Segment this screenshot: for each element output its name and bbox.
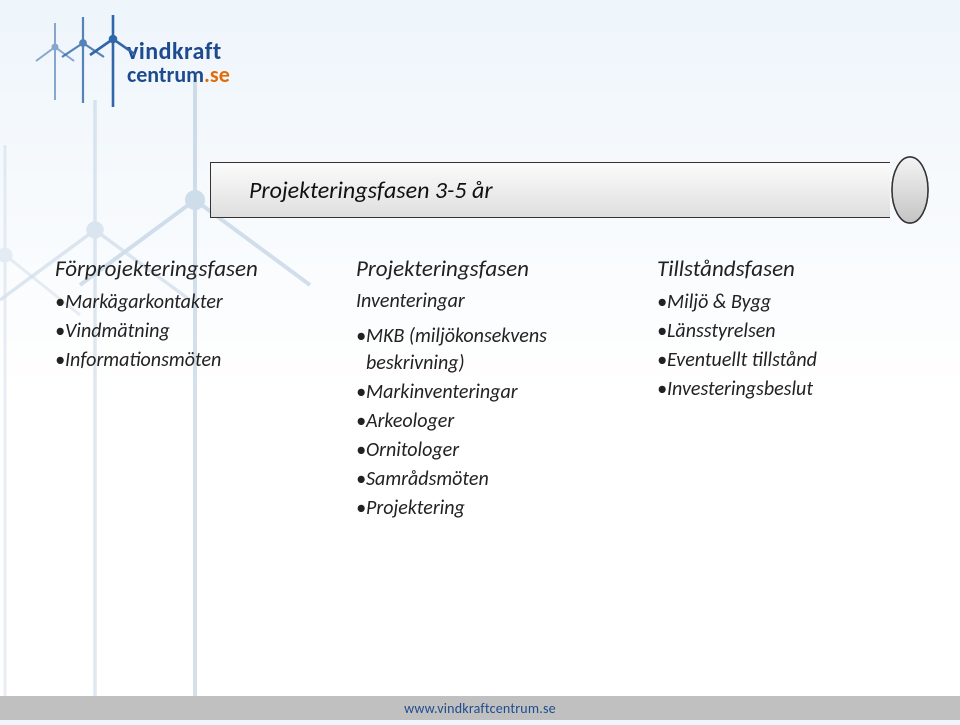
column-left-list: Markägarkontakter Vindmätning Informatio… <box>55 289 313 374</box>
logo-line2b: .se <box>204 61 230 88</box>
list-item: MKB (miljökonsekvens beskrivning) <box>356 323 614 377</box>
phase-bar-cap-icon <box>890 155 930 225</box>
column-mid-list: MKB (miljökonsekvens beskrivning) Markin… <box>356 323 614 522</box>
phase-columns: Förprojekteringsfasen Markägarkontakter … <box>55 255 915 650</box>
logo-wordmark: vindkraft centrum.se <box>127 40 230 86</box>
list-item: Eventuellt tillstånd <box>657 347 915 374</box>
footer-url: www.vindkraftcentrum.se <box>404 700 556 717</box>
logo-line2a: centrum <box>127 61 204 88</box>
phase-bar: Projekteringsfasen 3-5 år <box>210 162 930 218</box>
list-item: Informationsmöten <box>55 347 313 374</box>
phase-bar-body: Projekteringsfasen 3-5 år <box>210 162 890 218</box>
list-item: Vindmätning <box>55 318 313 345</box>
list-item: Arkeologer <box>356 408 614 435</box>
list-item: Samrådsmöten <box>356 466 614 493</box>
phase-bar-label: Projekteringsfasen 3-5 år <box>249 176 493 205</box>
column-mid: Projekteringsfasen Inventeringar MKB (mi… <box>356 255 614 650</box>
column-right-heading: Tillståndsfasen <box>657 255 915 283</box>
list-item: Markägarkontakter <box>55 289 313 316</box>
list-item: Investeringsbeslut <box>657 376 915 403</box>
logo-block: vindkraft centrum.se <box>25 15 230 110</box>
list-item: Länsstyrelsen <box>657 318 915 345</box>
list-item: Ornitologer <box>356 437 614 464</box>
column-right-list: Miljö & Bygg Länsstyrelsen Eventuellt ti… <box>657 289 915 403</box>
list-item: Projektering <box>356 495 614 522</box>
logo-line2: centrum.se <box>127 64 230 86</box>
column-mid-subheading: Inventeringar <box>356 289 614 313</box>
column-left-heading: Förprojekteringsfasen <box>55 255 313 283</box>
list-item: Markinventeringar <box>356 379 614 406</box>
column-left: Förprojekteringsfasen Markägarkontakter … <box>55 255 313 650</box>
list-item: Miljö & Bygg <box>657 289 915 316</box>
column-right: Tillståndsfasen Miljö & Bygg Länsstyrels… <box>657 255 915 650</box>
footer-bar: www.vindkraftcentrum.se <box>0 696 960 720</box>
column-mid-heading: Projekteringsfasen <box>356 255 614 283</box>
logo-turbines-icon <box>25 15 135 110</box>
